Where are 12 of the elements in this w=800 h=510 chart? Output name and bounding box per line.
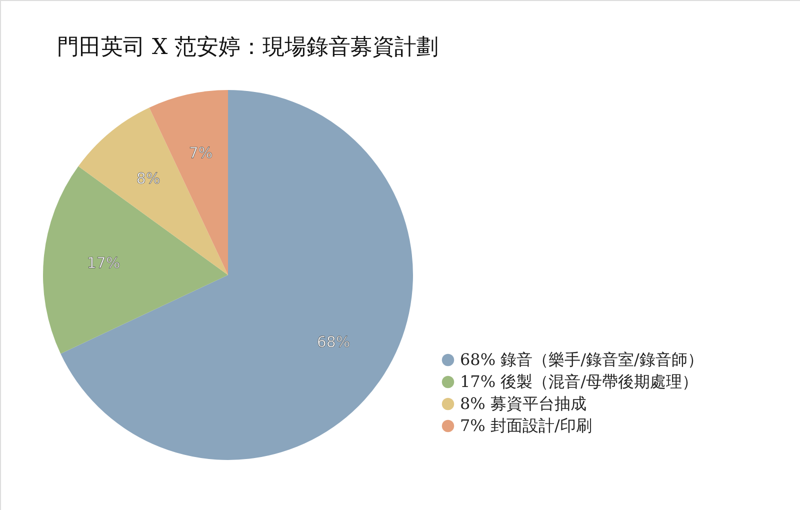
chart-title: 門田英司 X 范安婷：現場錄音募資計劃 — [57, 35, 439, 60]
pie-slice — [43, 166, 228, 354]
data-label: 68% — [316, 332, 350, 351]
legend-label: 68% 錄音（樂手/錄音室/錄音師） — [460, 350, 704, 369]
legend-label: 8% 募資平台抽成 — [460, 394, 586, 413]
legend-label: 7% 封面設計/印刷 — [460, 416, 592, 435]
legend-label: 17% 後製（混音/母帶後期處理） — [460, 372, 698, 391]
pie-slice — [78, 108, 228, 275]
data-label: 17% — [86, 254, 120, 272]
data-label: 8% — [136, 170, 160, 188]
pie-slice — [60, 90, 413, 460]
data-label: 7% — [188, 144, 213, 162]
